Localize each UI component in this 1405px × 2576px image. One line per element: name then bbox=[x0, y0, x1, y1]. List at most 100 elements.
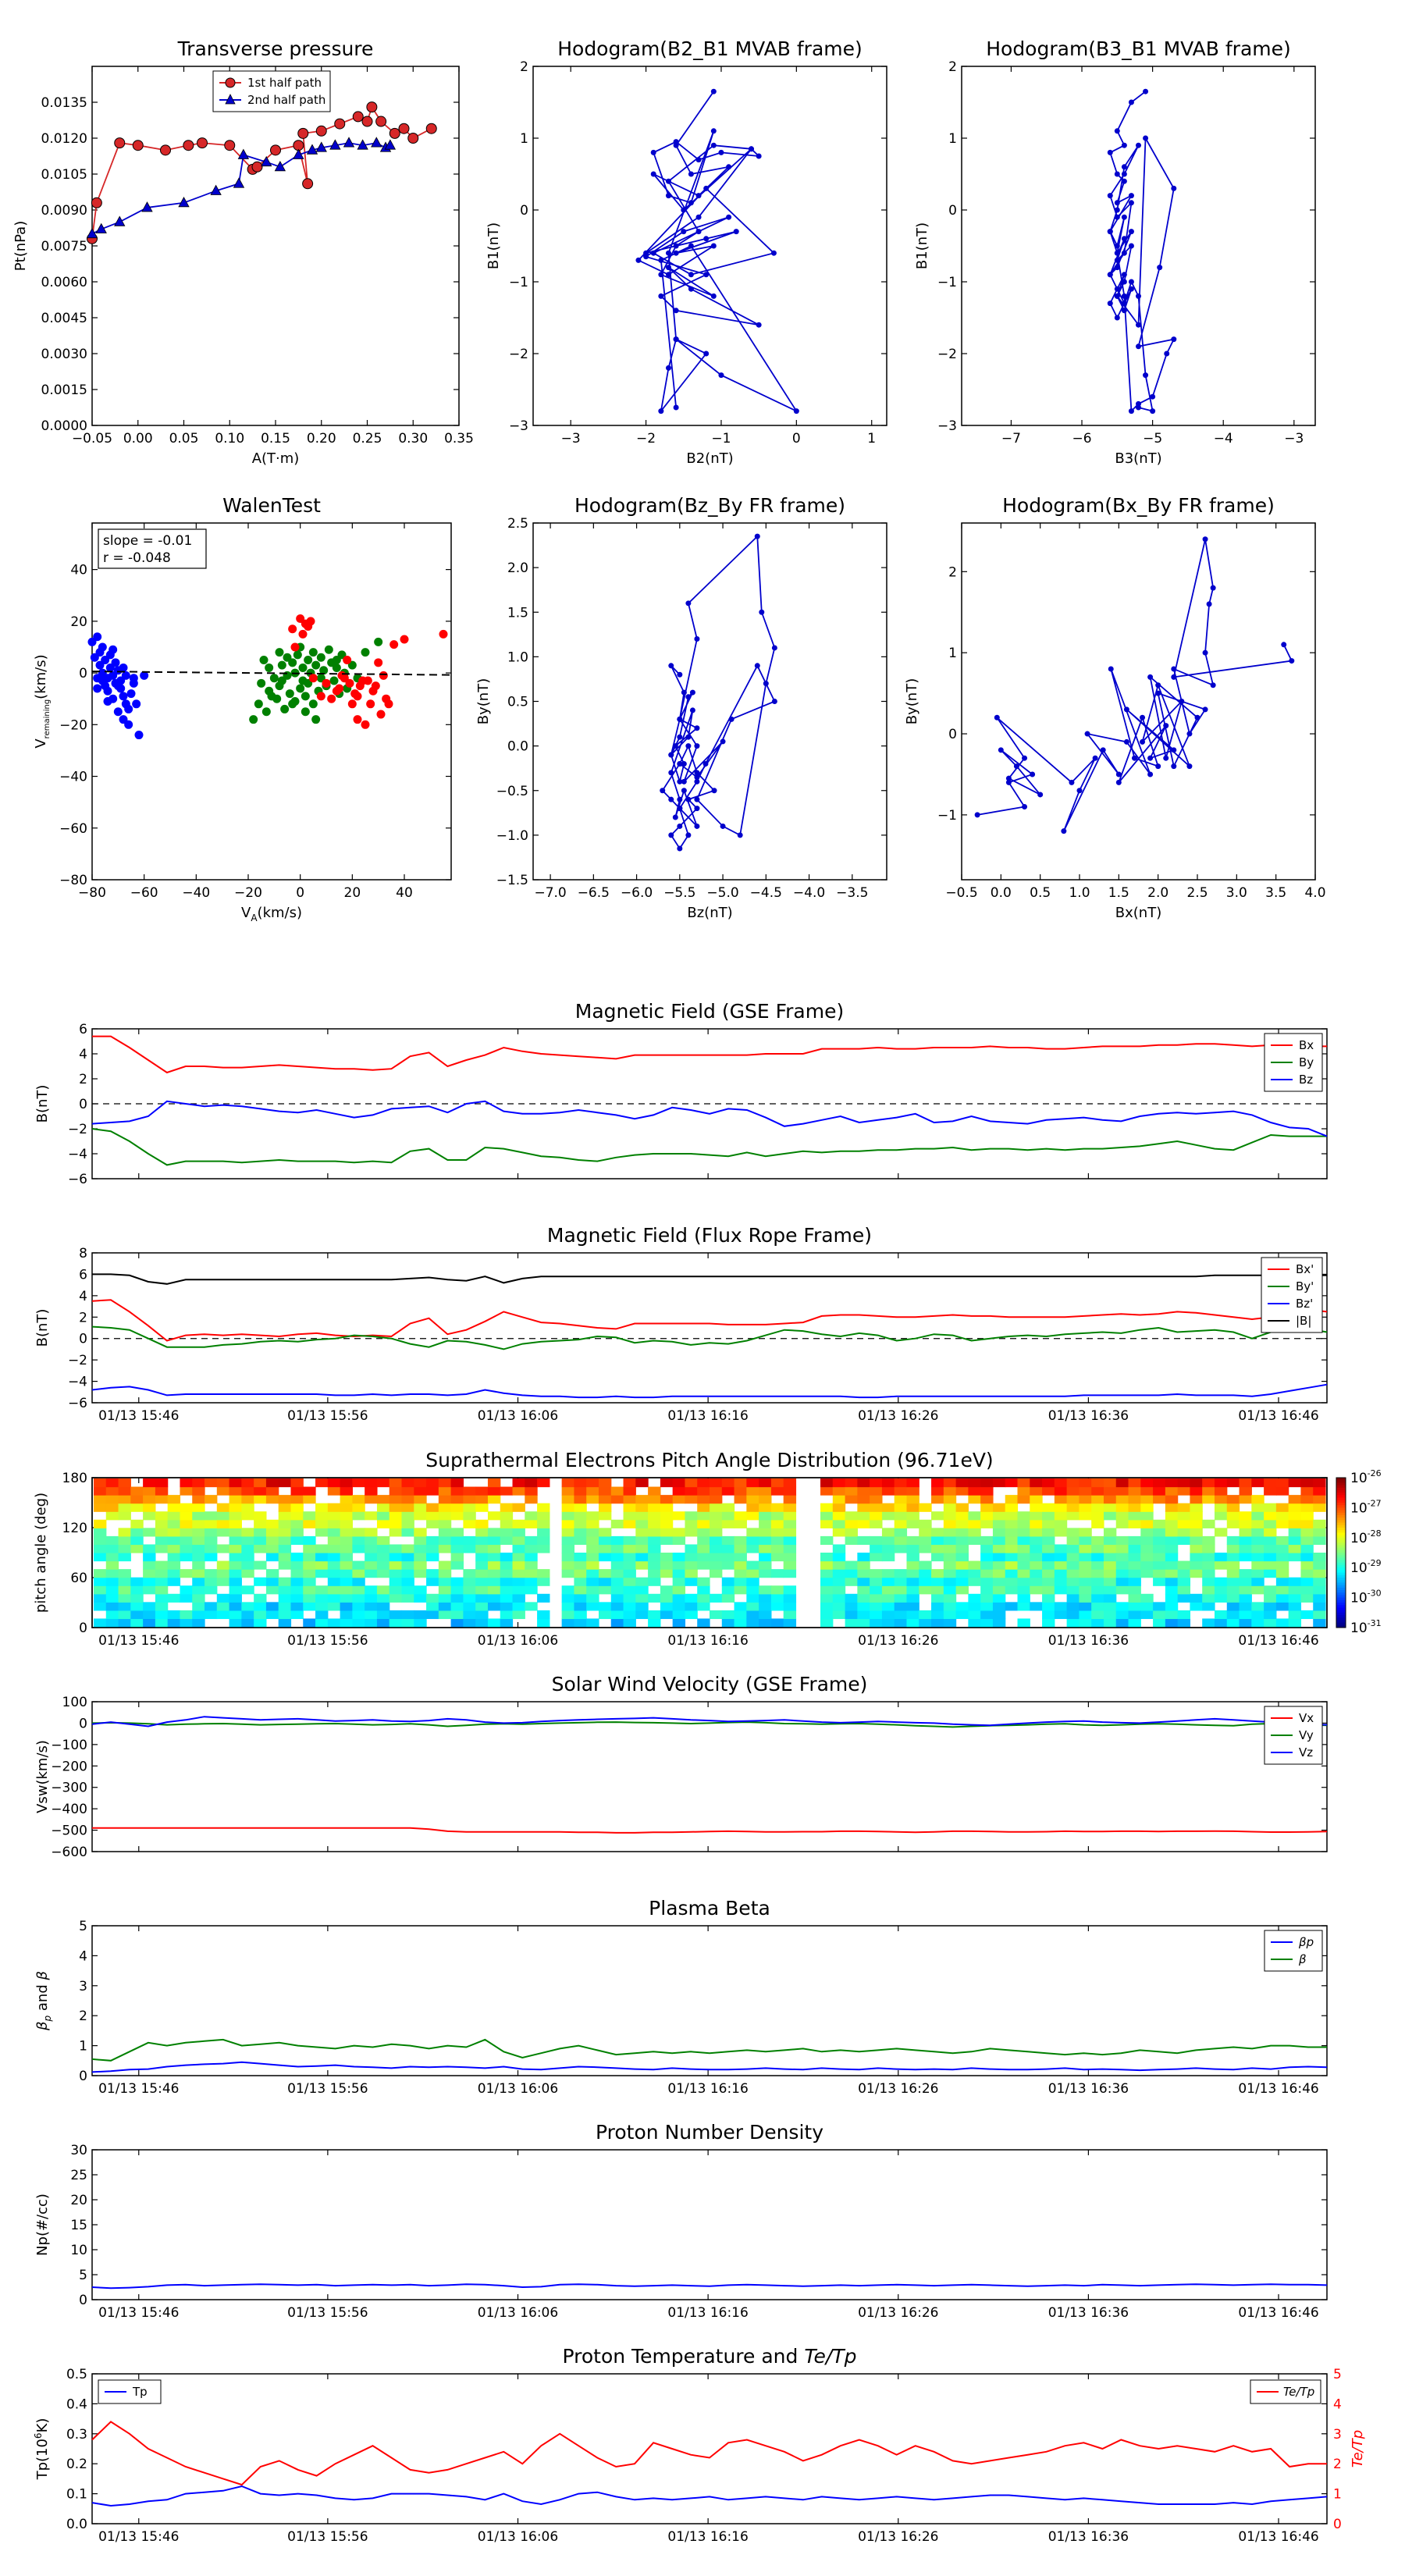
heatmap-cell bbox=[845, 1577, 858, 1586]
legend-label: β bbox=[1298, 1952, 1307, 1966]
heatmap-cell bbox=[955, 1544, 969, 1553]
heatmap-cell bbox=[254, 1610, 267, 1620]
heatmap-cell bbox=[1066, 1503, 1080, 1512]
data-point bbox=[267, 692, 276, 701]
heatmap-cell bbox=[648, 1618, 661, 1628]
heatmap-cell bbox=[857, 1618, 870, 1628]
heatmap-cell bbox=[1115, 1618, 1129, 1628]
heatmap-cell bbox=[414, 1618, 427, 1628]
heatmap-cell bbox=[968, 1478, 981, 1488]
data-point bbox=[98, 642, 107, 652]
heatmap-cell bbox=[118, 1602, 131, 1611]
data-point bbox=[315, 125, 327, 137]
heatmap-cell bbox=[1091, 1544, 1104, 1553]
heatmap-cell bbox=[870, 1569, 883, 1578]
heatmap-cell bbox=[1042, 1585, 1055, 1595]
heatmap-cell bbox=[94, 1535, 107, 1546]
data-point bbox=[650, 171, 656, 177]
y-tick-label: 0.0090 bbox=[41, 203, 87, 219]
heatmap-cell bbox=[265, 1610, 279, 1620]
heatmap-cell bbox=[438, 1602, 452, 1611]
heatmap-cell bbox=[105, 1593, 119, 1603]
heatmap-cell bbox=[980, 1495, 994, 1504]
heatmap-cell bbox=[746, 1602, 759, 1611]
heatmap-cell bbox=[561, 1618, 575, 1628]
y-tick-label: 0 bbox=[79, 666, 87, 681]
heatmap-cell bbox=[955, 1478, 969, 1488]
heatmap-cell bbox=[857, 1593, 870, 1603]
heatmap-cell bbox=[229, 1495, 242, 1504]
y-tick-label: 0 bbox=[79, 2069, 87, 2084]
heatmap-cell bbox=[1054, 1486, 1068, 1496]
heatmap-cell bbox=[832, 1503, 846, 1512]
x-tick-label: 01/13 15:56 bbox=[287, 1408, 368, 1424]
heatmap-cell bbox=[1005, 1585, 1019, 1595]
heatmap-cell bbox=[118, 1593, 131, 1603]
heatmap-cell bbox=[1264, 1569, 1277, 1578]
heatmap-cell bbox=[118, 1503, 131, 1512]
heatmap-cell bbox=[1128, 1593, 1141, 1603]
heatmap-cell bbox=[919, 1569, 932, 1578]
heatmap-cell bbox=[1214, 1503, 1228, 1512]
heatmap-cell bbox=[118, 1535, 131, 1546]
heatmap-cell bbox=[438, 1585, 452, 1595]
data-point bbox=[87, 637, 97, 646]
y-tick-label: 20 bbox=[70, 2193, 87, 2208]
heatmap-cell bbox=[94, 1486, 107, 1496]
heatmap-cell bbox=[820, 1618, 834, 1628]
heatmap-cell bbox=[1177, 1585, 1191, 1595]
heatmap-cell bbox=[352, 1544, 365, 1553]
heatmap-cell bbox=[685, 1577, 698, 1586]
heatmap-cell bbox=[167, 1511, 181, 1521]
data-point bbox=[357, 139, 368, 150]
heatmap-cell bbox=[278, 1519, 292, 1528]
heatmap-cell bbox=[525, 1478, 538, 1488]
data-point bbox=[275, 648, 284, 657]
heatmap-cell bbox=[463, 1511, 476, 1521]
data-point bbox=[332, 656, 341, 665]
heatmap-cell bbox=[167, 1544, 181, 1553]
data-point bbox=[668, 796, 674, 802]
heatmap-cell bbox=[1251, 1544, 1264, 1553]
data-point bbox=[695, 193, 702, 199]
heatmap-cell bbox=[155, 1511, 169, 1521]
heatmap-cell bbox=[414, 1511, 427, 1521]
heatmap-cell bbox=[783, 1535, 797, 1546]
heatmap-cell bbox=[660, 1503, 674, 1512]
heatmap-cell bbox=[438, 1478, 452, 1488]
heatmap-cell bbox=[414, 1544, 427, 1553]
heatmap-cell bbox=[352, 1593, 365, 1603]
heatmap-cell bbox=[1066, 1486, 1080, 1496]
heatmap-cell bbox=[1275, 1478, 1289, 1488]
heatmap-cell bbox=[1264, 1560, 1277, 1570]
heatmap-cell bbox=[1190, 1511, 1203, 1521]
heatmap-cell bbox=[216, 1519, 230, 1528]
data-point bbox=[251, 161, 263, 173]
heatmap-cell bbox=[1313, 1618, 1326, 1628]
data-point bbox=[288, 699, 297, 709]
heatmap-cell bbox=[770, 1503, 784, 1512]
heatmap-cell bbox=[475, 1577, 489, 1586]
heatmap-cell bbox=[635, 1560, 649, 1570]
heatmap-cell bbox=[365, 1560, 378, 1570]
heatmap-cell bbox=[660, 1593, 674, 1603]
heatmap-cell bbox=[229, 1535, 242, 1546]
heatmap-cell bbox=[1140, 1478, 1154, 1488]
y-tick-label: 0.0000 bbox=[41, 418, 87, 434]
data-point bbox=[311, 660, 321, 670]
heatmap-cell bbox=[980, 1486, 994, 1496]
heatmap-cell bbox=[906, 1618, 919, 1628]
data-point bbox=[254, 699, 263, 709]
heatmap-cell bbox=[820, 1511, 834, 1521]
data-point bbox=[1114, 207, 1120, 213]
data-point bbox=[673, 250, 679, 256]
heatmap-cell bbox=[586, 1553, 599, 1562]
data-point bbox=[694, 806, 700, 812]
data-point bbox=[361, 720, 370, 729]
data-point bbox=[398, 123, 410, 134]
heatmap-cell bbox=[389, 1495, 403, 1504]
heatmap-cell bbox=[894, 1535, 908, 1546]
heatmap-cell bbox=[623, 1560, 636, 1570]
heatmap-cell bbox=[1030, 1544, 1043, 1553]
heatmap-cell bbox=[1239, 1486, 1252, 1496]
